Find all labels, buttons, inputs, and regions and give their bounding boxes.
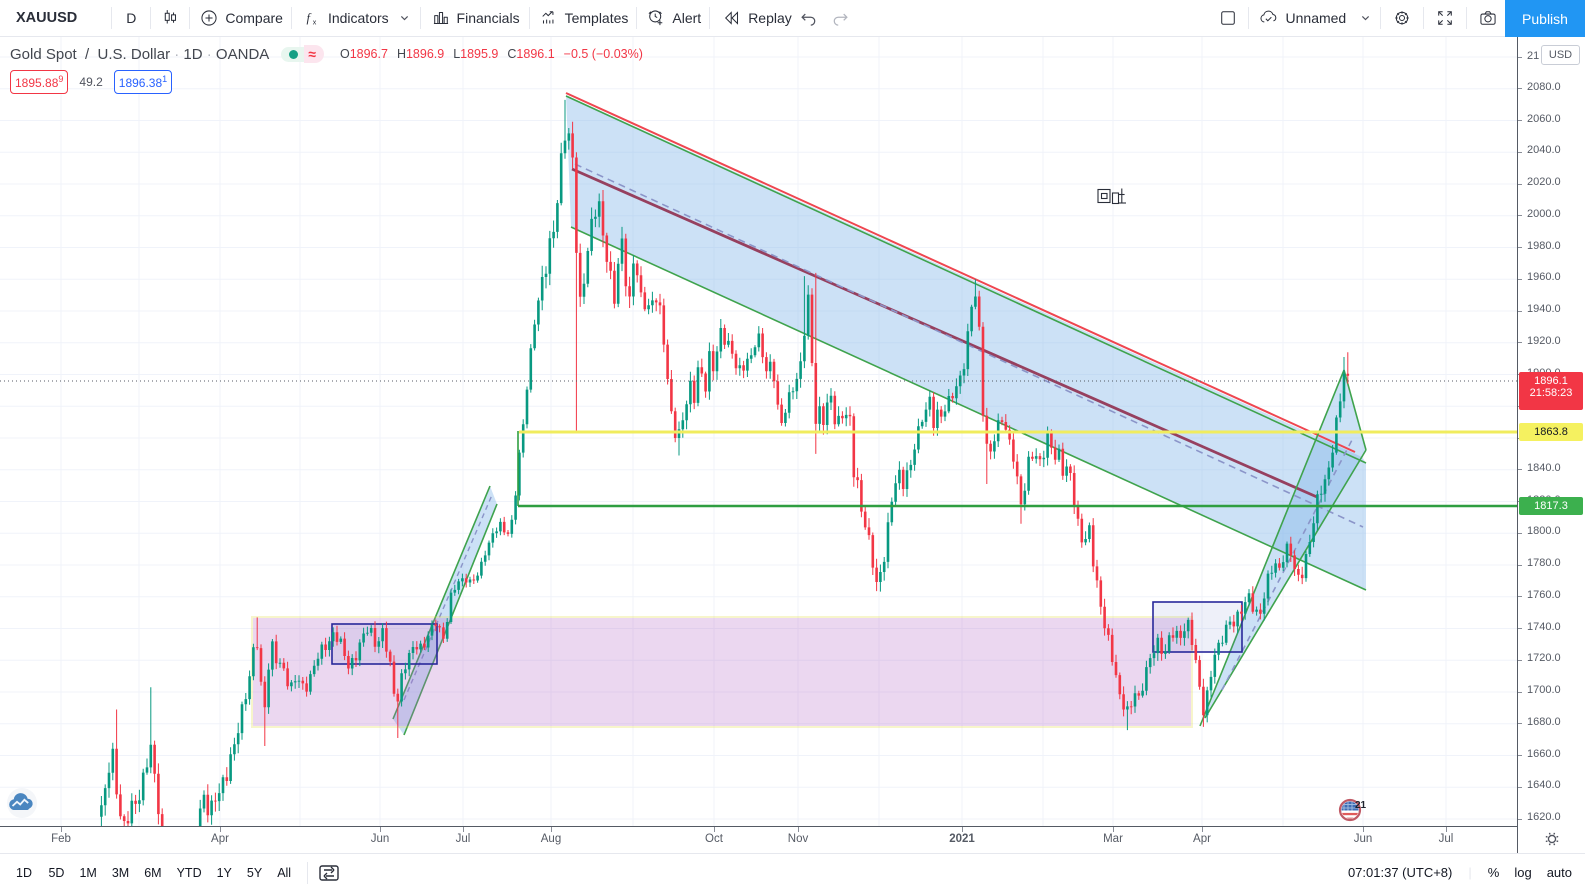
svg-text:x: x <box>313 19 317 26</box>
svg-text:21: 21 <box>1355 800 1367 811</box>
svg-text:f: f <box>306 11 311 25</box>
